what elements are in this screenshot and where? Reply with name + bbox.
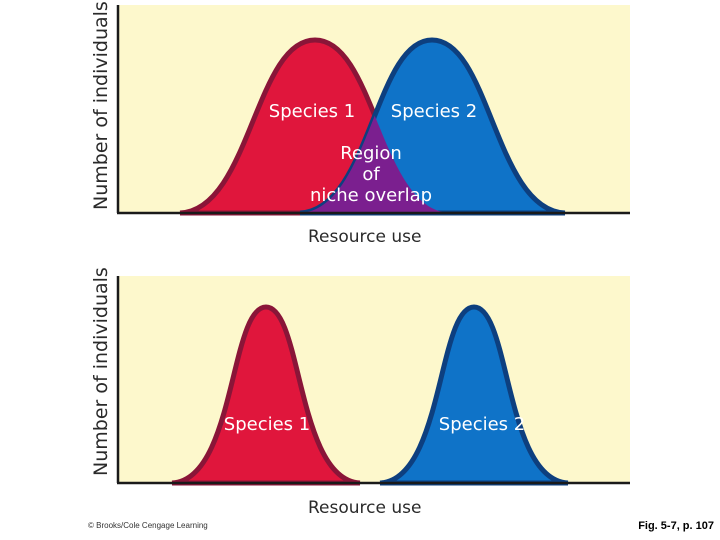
top-diagram: Species 1 Species 2 Region of niche over… [116, 5, 630, 216]
top-species1-label: Species 1 [269, 101, 355, 122]
copyright-credit: © Brooks/Cole Cengage Learning [88, 521, 208, 530]
top-x-axis-label: Resource use [308, 227, 422, 247]
top-overlap-label-line2: of [362, 164, 380, 185]
figure-reference: Fig. 5-7, p. 107 [638, 520, 714, 532]
top-overlap-label-line3: niche overlap [310, 185, 432, 206]
bottom-species1-curve [171, 304, 361, 486]
top-species2-label: Species 2 [391, 101, 477, 122]
bottom-species1-label: Species 1 [224, 414, 310, 435]
bottom-species2-label: Species 2 [439, 414, 525, 435]
bottom-species2-curve [379, 304, 569, 486]
top-overlap-label-line1: Region [340, 143, 402, 164]
bottom-x-axis-label: Resource use [308, 498, 422, 518]
bottom-plot-background [118, 276, 630, 483]
